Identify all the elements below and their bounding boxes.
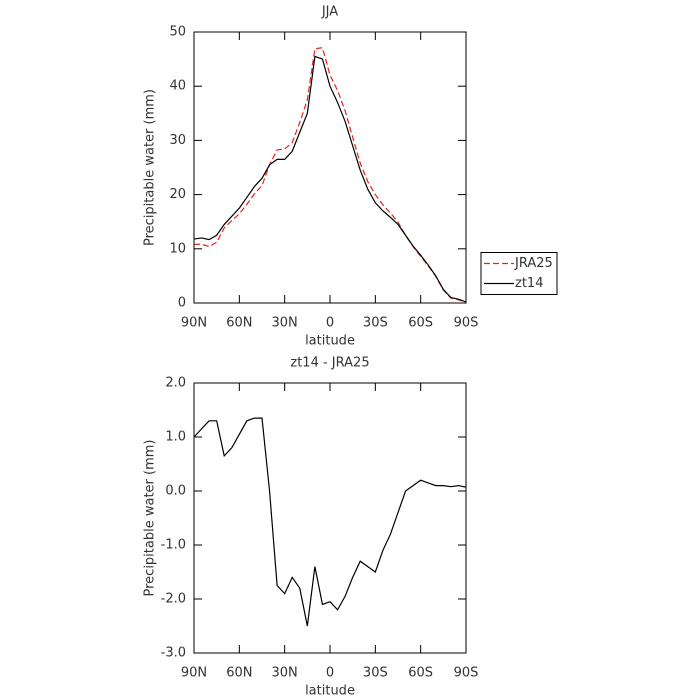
x-tick-label: 90S xyxy=(454,666,479,681)
x-tick-label: 60N xyxy=(226,316,252,331)
data-line xyxy=(193,47,467,303)
x-tick-label: 30S xyxy=(363,666,388,681)
legend-label: zt14 xyxy=(515,276,543,291)
plot-frame xyxy=(193,31,467,304)
data-line xyxy=(193,55,467,303)
x-tick-label: 60N xyxy=(226,666,252,681)
x-tick-label: 60S xyxy=(408,666,433,681)
y-tick-label: 2.0 xyxy=(165,376,186,391)
y-tick-label: 10 xyxy=(169,241,186,256)
x-tick-label: 90N xyxy=(181,666,207,681)
x-tick-label: 30S xyxy=(363,316,388,331)
y-tick-label: 30 xyxy=(169,133,186,148)
y-axis-label: Precipitable water (mm) xyxy=(143,440,158,597)
y-tick-label: 1.0 xyxy=(165,430,186,445)
data-line xyxy=(193,417,467,627)
y-tick-label: -1.0 xyxy=(161,538,186,553)
y-axis-label: Precipitable water (mm) xyxy=(143,89,158,246)
y-tick-label: 0 xyxy=(178,296,186,311)
x-axis-label: latitude xyxy=(305,684,355,699)
x-tick-label: 0 xyxy=(326,666,334,681)
y-tick-label: -3.0 xyxy=(161,646,186,661)
y-tick-label: 40 xyxy=(169,79,186,94)
x-tick-label: 30N xyxy=(272,666,298,681)
x-tick-label: 60S xyxy=(408,316,433,331)
y-tick-label: 50 xyxy=(169,25,186,40)
chart-title: JJA xyxy=(321,5,338,20)
chart-title: zt14 - JRA25 xyxy=(290,356,369,371)
legend-box xyxy=(480,252,558,295)
legend-label: JRA25 xyxy=(514,256,553,271)
x-axis-label: latitude xyxy=(305,334,355,349)
y-tick-label: 0.0 xyxy=(165,484,186,499)
x-tick-label: 90N xyxy=(181,316,207,331)
x-tick-label: 0 xyxy=(326,316,334,331)
y-tick-label: 20 xyxy=(169,187,186,202)
x-tick-label: 90S xyxy=(454,316,479,331)
plot-frame xyxy=(193,382,467,654)
x-tick-label: 30N xyxy=(272,316,298,331)
y-tick-label: -2.0 xyxy=(161,592,186,607)
